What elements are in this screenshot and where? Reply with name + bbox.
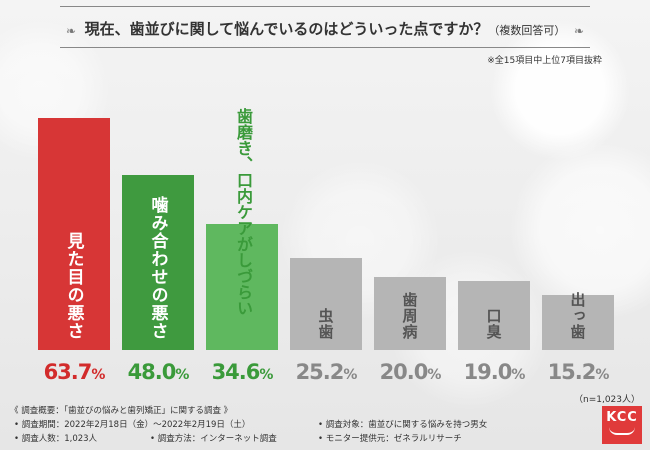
title-band: ❧ 現在、歯並びに関して悩んでいるのはどういった点ですか？（複数回答可） ❧ (60, 6, 590, 48)
value-label-5: 20.0% (379, 360, 442, 384)
flourish-right-icon: ❧ (573, 24, 584, 38)
value-label-1: 63.7% (43, 360, 106, 384)
bar-6: 口臭 (458, 280, 530, 350)
survey-count: • 調査人数：1,023人 (14, 434, 98, 444)
bar-3 (206, 223, 278, 350)
flourish-left-icon: ❧ (66, 24, 77, 38)
survey-provider: • モニター提供元：ゼネラルリサーチ (318, 434, 462, 444)
items-note: ※全15項目中上位7項目抜粋 (487, 56, 602, 66)
bar-4: 虫歯 (290, 258, 362, 350)
kcc-logo: KCC (602, 406, 642, 444)
bar-label-5: 歯周病 (400, 291, 419, 340)
bar-1: 見た目の悪さ (38, 117, 110, 350)
bar-2: 噛み合わせの悪さ (122, 175, 194, 350)
value-label-6: 19.0% (463, 360, 526, 384)
bar-label-2: 噛み合わせの悪さ (147, 195, 168, 340)
chart-title: 現在、歯並びに関して悩んでいるのはどういった点ですか？（複数回答可） (84, 20, 566, 38)
bar-5: 歯周病 (374, 277, 446, 350)
bar-label-6: 口臭 (484, 307, 503, 340)
bar-label-7: 出っ歯 (568, 291, 587, 340)
value-label-7: 15.2% (547, 360, 610, 384)
sample-size: （n=1,023人） (573, 395, 640, 405)
value-label-4: 25.2% (295, 360, 358, 384)
survey-period: • 調査期間：2022年2月18日（金）〜2022年2月19日（土） (14, 420, 251, 430)
value-label-2: 48.0% (127, 360, 190, 384)
survey-target: • 調査対象：歯並びに関する悩みを持つ男女 (318, 420, 488, 430)
bar-7: 出っ歯 (542, 291, 614, 350)
value-label-3: 34.6% (211, 360, 274, 384)
survey-method: • 調査方法：インターネット調査 (150, 434, 277, 444)
bar-label-1: 見た目の悪さ (63, 231, 84, 340)
survey-summary: 《 調査概要：「歯並びの悩みと歯列矯正」に関する調査 》 (10, 406, 233, 416)
bar-label-4: 虫歯 (316, 307, 335, 340)
bar-label-3: 歯磨き、口内ケアがしづらい (234, 108, 253, 316)
